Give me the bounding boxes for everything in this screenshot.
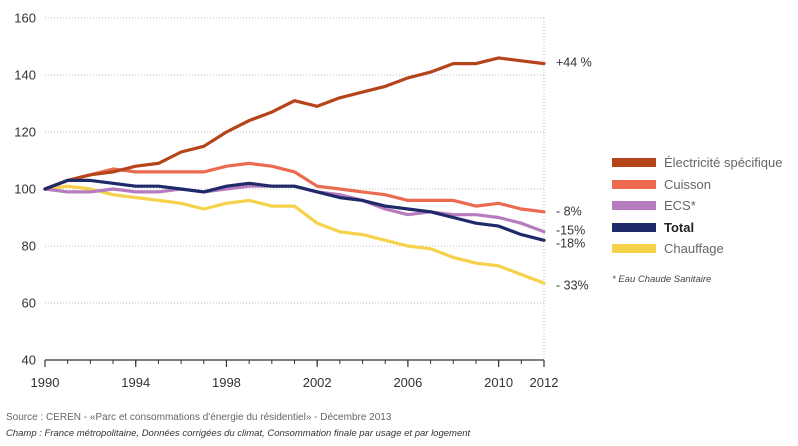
legend-item: Total [612,217,783,239]
x-tick-label: 2002 [303,375,332,390]
y-tick-label: 100 [14,182,36,197]
axes [44,18,545,367]
y-tick-label: 160 [14,11,36,26]
x-tick-label: 2012 [530,375,559,390]
legend-label: Total [664,219,695,235]
legend-swatch [612,222,656,232]
legend: Électricité spécifique Cuisson ECS* Total Ch… [612,152,783,260]
legend-label: ECS* [664,198,696,214]
series-line [43,178,546,242]
end-label: -15% [556,224,585,238]
series-line [43,184,546,234]
scope-note: Champ : France métropolitaine, Données c… [6,428,471,439]
series-line [43,184,546,285]
legend-label: Cuisson [664,176,711,192]
end-label: - 33% [556,279,589,293]
series-lines [43,56,546,285]
legend-swatch [612,158,656,168]
y-tick-label: 140 [14,68,36,83]
legend-item: ECS* [612,195,783,217]
y-axis-ticks: 40 60 80 100 120 140 160 [14,11,36,368]
y-tick-label: 120 [14,125,36,140]
source-note: Source : CEREN - «Parc et consommations … [6,412,392,423]
legend-item: Chauffage [612,238,783,260]
y-tick-label: 60 [22,296,36,311]
series-line [43,56,546,191]
end-labels: +44 % - 8% -15%-18% - 33% [556,56,592,293]
series-line [43,161,546,214]
x-tick-label: 1998 [212,375,241,390]
legend-label: Chauffage [664,241,724,257]
legend-item: Électricité spécifique [612,152,783,174]
legend-swatch [612,179,656,189]
end-label: -18% [556,237,585,251]
end-label: - 8% [556,205,582,219]
legend-swatch [612,244,656,254]
x-tick-label: 2010 [484,375,513,390]
legend-label: Électricité spécifique [664,155,783,171]
x-tick-label: 1994 [121,375,150,390]
y-tick-label: 40 [22,353,36,368]
x-tick-label: 1990 [31,375,60,390]
x-axis-ticks: 1990 1994 1998 2002 2006 2010 2012 [31,375,559,390]
legend-item: Cuisson [612,174,783,196]
x-tick-label: 2006 [393,375,422,390]
end-label: +44 % [556,56,592,70]
y-tick-label: 80 [22,239,36,254]
grid-lines [45,17,544,304]
legend-swatch [612,201,656,211]
footnote: * Eau Chaude Sanitaire [612,274,712,285]
